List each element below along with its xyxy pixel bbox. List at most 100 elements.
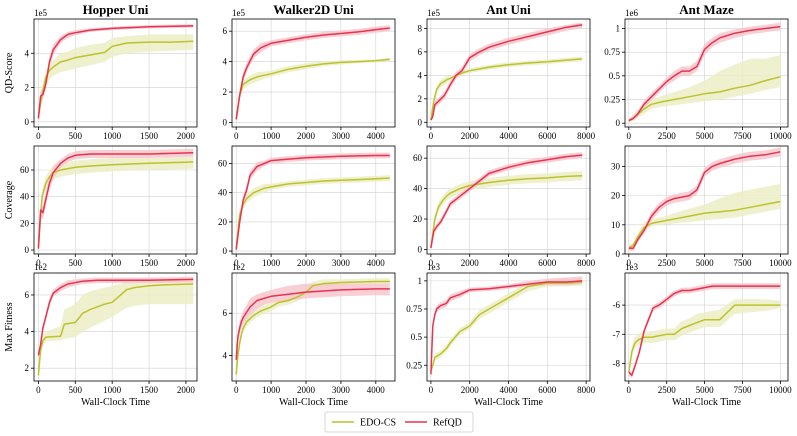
x-tick-label: 2000 [461, 258, 480, 268]
band-refqd [628, 147, 781, 252]
band-edo-cs [38, 278, 194, 380]
x-tick-label: 4000 [367, 385, 386, 395]
subplot-11: 0 2000 4000 6000 8000 0.25 0.5 0.75 1 1e3 Wall-Clo… [406, 262, 595, 408]
y-tick-label: 6 [25, 290, 30, 300]
x-tick-label: 5000 [696, 258, 715, 268]
x-tick-label: 7500 [734, 385, 753, 395]
x-tick-label: 1500 [140, 385, 159, 395]
scale-multiplier: 1e3 [625, 262, 638, 272]
y-tick-label: 2 [25, 83, 30, 93]
x-tick-label: 1000 [262, 131, 281, 141]
band-edo-cs [628, 55, 781, 123]
series-group [430, 152, 583, 250]
y-axis-label: Coverage [4, 180, 15, 219]
x-tick-label: 1000 [103, 258, 122, 268]
scale-multiplier: 1e6 [625, 8, 638, 18]
y-tick-label: 0.25 [406, 360, 422, 370]
line-edo-cs [628, 76, 781, 122]
y-tick-label: 40 [20, 192, 30, 202]
x-tick-label: 3000 [332, 131, 351, 141]
band-edo-cs [430, 56, 583, 122]
line-edo-cs [430, 281, 583, 372]
x-tick-label: 500 [69, 131, 83, 141]
x-tick-label: 0 [234, 258, 239, 268]
x-tick-label: 6000 [538, 131, 557, 141]
y-tick-label: -8 [613, 358, 621, 368]
y-tick-label: 6 [418, 47, 423, 57]
line-refqd [37, 151, 194, 249]
x-tick-label: 0 [627, 131, 632, 141]
y-tick-label: 0 [616, 249, 621, 259]
band-edo-cs [430, 277, 583, 375]
subplot-6: 0 1000 2000 3000 4000 0 20 40 60 [218, 145, 396, 268]
y-tick-label: 20 [413, 214, 423, 224]
line-edo-cs [628, 304, 781, 373]
x-tick-label: 2000 [297, 258, 316, 268]
line-edo-cs [37, 161, 194, 248]
x-tick-label: 4000 [500, 131, 519, 141]
x-tick-label: 0 [627, 385, 632, 395]
band-refqd [236, 152, 390, 252]
band-edo-cs [628, 183, 781, 252]
x-tick-label: 10000 [769, 131, 792, 141]
x-tick-label: 7500 [734, 131, 753, 141]
scale-multiplier: 1e5 [427, 8, 440, 18]
band-refqd [430, 276, 583, 377]
x-tick-label: 2500 [658, 258, 677, 268]
line-refqd [430, 280, 583, 375]
y-tick-label: 60 [218, 159, 228, 169]
x-tick-label: 4000 [367, 258, 386, 268]
x-tick-label: 10000 [769, 258, 792, 268]
x-tick-label: 1000 [103, 131, 122, 141]
x-tick-label: 2000 [177, 258, 196, 268]
y-tick-label: 20 [20, 218, 30, 228]
subplot-4: 0 2500 5000 7500 10000 0 0.25 0.5 0.75 1 1e6 Ant Ma… [604, 2, 792, 141]
y-tick-label: 30 [611, 161, 621, 171]
line-edo-cs [430, 174, 583, 249]
x-tick-label: 2000 [461, 131, 480, 141]
y-tick-label: 4 [418, 70, 423, 80]
x-tick-label: 0 [36, 385, 41, 395]
x-axis-label: Wall-Clock Time [672, 397, 741, 408]
scale-multiplier: 1e3 [427, 262, 440, 272]
band-refqd [236, 283, 390, 365]
series-group [235, 278, 390, 377]
x-tick-label: 1500 [140, 131, 159, 141]
x-tick-label: 3000 [332, 258, 351, 268]
x-tick-label: 1000 [262, 258, 281, 268]
line-refqd [37, 278, 194, 356]
y-tick-label: 2 [418, 94, 423, 104]
subplot-12: 0 2500 5000 7500 10000 -8 -7 -6 1e3 Wall-Clock Ti… [613, 262, 793, 408]
line-refqd [628, 285, 781, 376]
x-tick-label: 2000 [297, 385, 316, 395]
y-axis-label: QD-Score [4, 52, 15, 93]
scale-multiplier: 1e5 [232, 8, 245, 18]
line-edo-cs [235, 177, 390, 249]
line-refqd [37, 25, 194, 119]
series-group [628, 22, 781, 123]
subplot-3: 0 2000 4000 6000 8000 0 2 4 6 8 1e5 Ant Uni [418, 2, 596, 141]
subplot-8: 0 2500 5000 7500 10000 0 10 20 30 [611, 145, 792, 268]
x-tick-label: 0 [429, 258, 434, 268]
y-tick-label: 40 [413, 184, 423, 194]
x-tick-label: 4000 [367, 131, 386, 141]
legend-frame [324, 411, 474, 433]
y-tick-label: 0 [223, 246, 228, 256]
y-axis-label: Max Fitness [4, 302, 15, 351]
x-tick-label: 2000 [461, 385, 480, 395]
band-edo-cs [430, 171, 583, 250]
y-tick-label: 40 [218, 188, 228, 198]
line-refqd [430, 24, 583, 121]
plot-frame [624, 18, 789, 128]
y-tick-label: 8 [418, 23, 423, 33]
subplot-1: 0 500 1000 1500 2000 0 2 4 1e5 Hopper Uni QD-Score [4, 2, 198, 141]
subplot-title: Ant Uni [486, 2, 531, 17]
x-tick-label: 0 [627, 258, 632, 268]
y-tick-label: 0 [25, 117, 30, 127]
line-edo-cs [628, 200, 781, 249]
x-tick-label: 10000 [769, 385, 792, 395]
subplot-10: 0 1000 2000 3000 4000 4 6 1e2 Wall-Clock Time [223, 262, 396, 408]
x-tick-label: 0 [234, 131, 239, 141]
scale-multiplier: 1e5 [34, 8, 47, 18]
